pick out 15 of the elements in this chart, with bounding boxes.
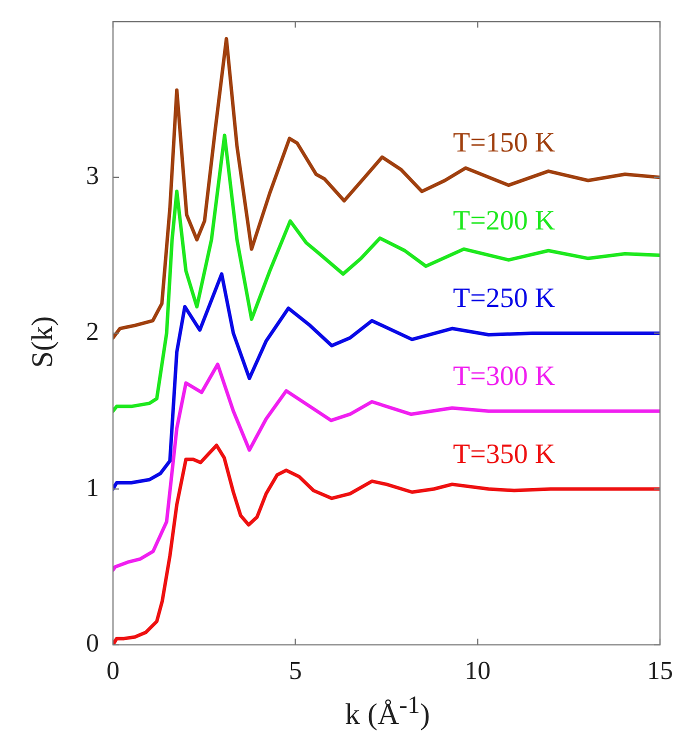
x-tick-label: 0 [106, 656, 120, 686]
x-tick-label: 10 [464, 656, 491, 686]
x-tick-label: 5 [288, 656, 302, 686]
series-label: T=300 K [453, 361, 556, 392]
y-tick-label: 1 [86, 472, 99, 502]
y-tick-label: 3 [86, 161, 99, 190]
y-axis-title: S(k) [26, 315, 60, 370]
x-tick-label: 15 [647, 656, 673, 686]
series-label: T=350 K [453, 439, 556, 470]
x-axis-title: k (Å$^{-1}$) [344, 692, 431, 732]
series-label: T=200 K [453, 205, 556, 236]
y-tick-label: 2 [86, 317, 99, 346]
series-label: T=250 K [453, 283, 556, 314]
series-label: T=150 K [453, 127, 556, 158]
y-tick-label: 0 [86, 628, 99, 658]
